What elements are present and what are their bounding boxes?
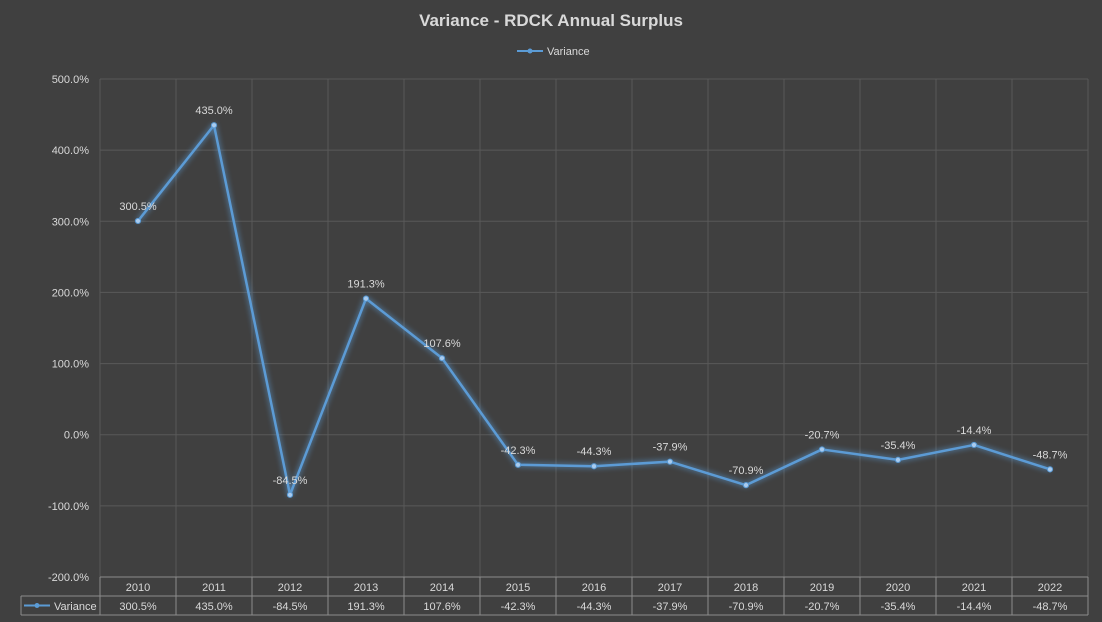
x-tick-label: 2016 xyxy=(582,582,606,594)
data-point xyxy=(666,458,674,465)
data-table: 2010 300.5% 2011 435.0% 2012 -84.5% 2013 191.3%… xyxy=(20,576,1089,616)
data-label: 300.5% xyxy=(119,201,157,213)
data-label: -20.7% xyxy=(805,429,840,441)
x-tick-label: 2018 xyxy=(734,582,758,594)
x-tick-label: 2011 xyxy=(202,582,226,594)
data-point xyxy=(134,217,142,225)
x-tick-label: 2017 xyxy=(658,582,682,594)
x-tick-label: 2020 xyxy=(886,582,910,594)
gridlines xyxy=(99,78,1089,578)
table-value: 435.0% xyxy=(195,601,233,613)
data-point xyxy=(590,463,598,470)
table-value: -14.4% xyxy=(957,601,992,613)
y-tick-label: 0.0% xyxy=(64,430,89,442)
y-tick-label: -100.0% xyxy=(48,501,89,513)
data-point xyxy=(970,441,978,449)
y-tick-label: 400.0% xyxy=(52,145,90,157)
table-value: 191.3% xyxy=(347,601,385,613)
table-value: -20.7% xyxy=(805,601,840,613)
x-tick-label: 2022 xyxy=(1038,582,1062,594)
x-tick-label: 2010 xyxy=(126,582,150,594)
y-tick-label: 300.0% xyxy=(52,216,90,228)
legend: Variance xyxy=(517,46,590,58)
table-row-header: Variance xyxy=(54,601,97,613)
data-label: -48.7% xyxy=(1033,449,1068,461)
y-tick-label: 100.0% xyxy=(52,359,90,371)
data-label: 435.0% xyxy=(195,105,233,117)
table-value: -70.9% xyxy=(729,601,764,613)
series-layer: 300.5% 435.0% -84.5% 191.3% 107.6% -42.3% -44.… xyxy=(119,105,1068,498)
table-value: 107.6% xyxy=(423,601,461,613)
table-legend-marker xyxy=(34,603,40,608)
data-point xyxy=(818,446,826,453)
data-label: -14.4% xyxy=(957,425,992,437)
data-point xyxy=(210,122,218,129)
table-value: -48.7% xyxy=(1033,601,1068,613)
x-tick-label: 2015 xyxy=(506,582,530,594)
table-value: -35.4% xyxy=(881,601,916,613)
data-label: -37.9% xyxy=(653,442,688,454)
x-tick-label: 2012 xyxy=(278,582,302,594)
data-point xyxy=(894,456,902,463)
data-point xyxy=(286,491,294,498)
table-value: -37.9% xyxy=(653,601,688,613)
x-tick-label: 2014 xyxy=(430,582,454,594)
data-label: -44.3% xyxy=(577,446,612,458)
y-tick-label: -200.0% xyxy=(48,572,89,584)
data-label: -35.4% xyxy=(881,440,916,452)
table-value: -42.3% xyxy=(501,601,536,613)
x-tick-label: 2019 xyxy=(810,582,834,594)
table-value: 300.5% xyxy=(119,601,157,613)
legend-label-variance: Variance xyxy=(547,46,590,58)
data-point xyxy=(742,482,750,489)
y-tick-label: 500.0% xyxy=(52,74,90,86)
data-label: -42.3% xyxy=(501,445,536,457)
table-value: -84.5% xyxy=(273,601,308,613)
data-label: -84.5% xyxy=(273,475,308,487)
data-label: -70.9% xyxy=(729,465,764,477)
y-axis: 500.0% 400.0% 300.0% 200.0% 100.0% 0.0% -100.0… xyxy=(48,74,89,584)
data-label: 107.6% xyxy=(423,338,461,350)
data-label: 191.3% xyxy=(347,279,385,291)
x-tick-label: 2021 xyxy=(962,582,986,594)
y-tick-label: 200.0% xyxy=(52,287,90,299)
chart-title: Variance - RDCK Annual Surplus xyxy=(419,11,683,30)
data-point xyxy=(438,355,446,362)
x-tick-label: 2013 xyxy=(354,582,378,594)
data-point xyxy=(362,295,370,302)
data-point xyxy=(1046,466,1054,473)
legend-marker-variance xyxy=(527,48,533,54)
table-value: -44.3% xyxy=(577,601,612,613)
data-point xyxy=(514,461,522,468)
